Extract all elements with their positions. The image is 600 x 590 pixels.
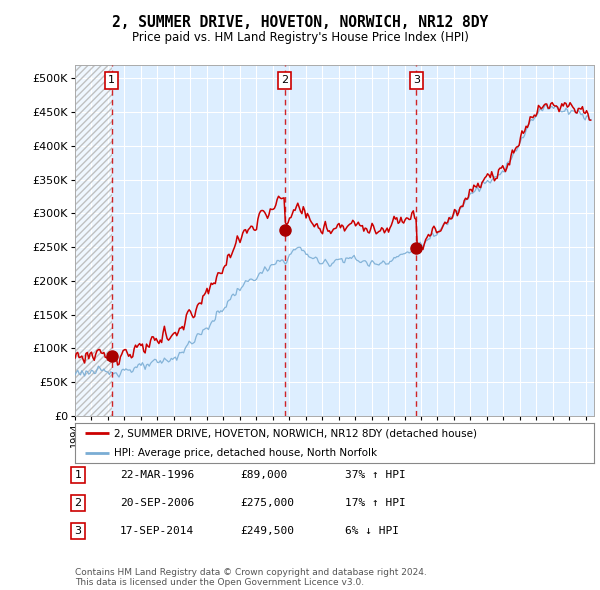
Text: 2, SUMMER DRIVE, HOVETON, NORWICH, NR12 8DY (detached house): 2, SUMMER DRIVE, HOVETON, NORWICH, NR12 … — [114, 428, 477, 438]
Text: 1: 1 — [108, 76, 115, 86]
Text: 17-SEP-2014: 17-SEP-2014 — [120, 526, 194, 536]
Text: 3: 3 — [74, 526, 82, 536]
Text: 17% ↑ HPI: 17% ↑ HPI — [345, 498, 406, 507]
Text: 22-MAR-1996: 22-MAR-1996 — [120, 470, 194, 480]
Text: 2: 2 — [281, 76, 288, 86]
Text: 37% ↑ HPI: 37% ↑ HPI — [345, 470, 406, 480]
Text: 1: 1 — [74, 470, 82, 480]
Text: 20-SEP-2006: 20-SEP-2006 — [120, 498, 194, 507]
Text: £275,000: £275,000 — [240, 498, 294, 507]
Text: 6% ↓ HPI: 6% ↓ HPI — [345, 526, 399, 536]
Text: £249,500: £249,500 — [240, 526, 294, 536]
Text: HPI: Average price, detached house, North Norfolk: HPI: Average price, detached house, Nort… — [114, 448, 377, 458]
Text: 2: 2 — [74, 498, 82, 507]
Bar — [75, 65, 112, 416]
Text: Contains HM Land Registry data © Crown copyright and database right 2024.
This d: Contains HM Land Registry data © Crown c… — [75, 568, 427, 587]
Text: £89,000: £89,000 — [240, 470, 287, 480]
Bar — [75, 65, 112, 416]
Text: 2, SUMMER DRIVE, HOVETON, NORWICH, NR12 8DY: 2, SUMMER DRIVE, HOVETON, NORWICH, NR12 … — [112, 15, 488, 30]
Text: Price paid vs. HM Land Registry's House Price Index (HPI): Price paid vs. HM Land Registry's House … — [131, 31, 469, 44]
Text: 3: 3 — [413, 76, 420, 86]
